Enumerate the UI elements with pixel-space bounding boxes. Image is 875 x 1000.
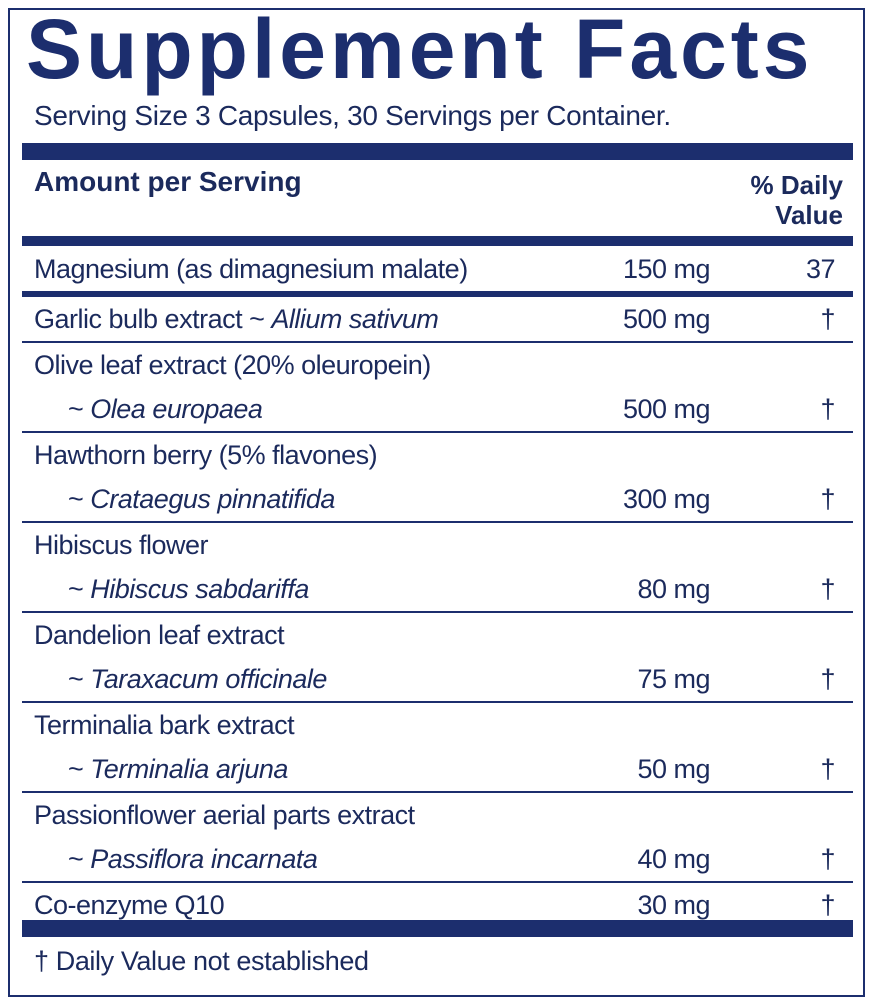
ingredient-dv: †: [820, 664, 835, 694]
header-divider: [22, 236, 853, 246]
bottom-divider: [22, 920, 853, 937]
amount-per-serving-header: Amount per Serving: [34, 166, 302, 197]
table-row: Passionflower aerial parts extract ~ Pas…: [22, 793, 853, 883]
ingredient-dv: †: [820, 574, 835, 604]
ingredient-amount: 500 mg: [622, 304, 711, 334]
table-row: Magnesium (as dimagnesium malate) 150 mg…: [22, 247, 853, 297]
table-row: Hibiscus flower ~ Hibiscus sabdariffa 80…: [22, 523, 853, 613]
ingredient-name: Hawthorn berry (5% flavones): [34, 440, 378, 470]
ingredient-latin: ~ Hibiscus sabdariffa: [68, 574, 309, 604]
ingredient-name: Magnesium (as dimagnesium malate): [34, 254, 468, 284]
ingredient-dv: †: [820, 890, 835, 920]
ingredient-amount: 300 mg: [622, 484, 711, 514]
ingredient-amount: 500 mg: [622, 394, 711, 424]
thick-divider: [22, 143, 853, 160]
ingredient-name: Passionflower aerial parts extract: [34, 800, 415, 830]
daily-value-line1: % Daily: [750, 170, 844, 200]
ingredient-name: Co-enzyme Q10: [34, 890, 225, 920]
table-row: Dandelion leaf extract ~ Taraxacum offic…: [22, 613, 853, 703]
table-row: Co-enzyme Q10 30 mg †: [22, 883, 853, 927]
ingredient-dv: 37: [805, 254, 836, 284]
table-row: Terminalia bark extract ~ Terminalia arj…: [22, 703, 853, 793]
ingredient-amount: 150 mg: [622, 254, 711, 284]
ingredient-latin: ~ Taraxacum officinale: [68, 664, 327, 694]
ingredient-name: Terminalia bark extract: [34, 710, 295, 740]
ingredient-amount: 40 mg: [637, 844, 710, 874]
ingredient-amount: 50 mg: [637, 754, 710, 784]
ingredient-name: Hibiscus flower: [34, 530, 209, 560]
ingredient-dv: †: [820, 394, 835, 424]
ingredient-table: Magnesium (as dimagnesium malate) 150 mg…: [22, 247, 853, 927]
daily-value-line2: Value: [775, 200, 843, 230]
ingredient-amount: 30 mg: [637, 890, 710, 920]
table-row: Garlic bulb extract ~ Allium sativum 500…: [22, 297, 853, 343]
table-row: Hawthorn berry (5% flavones) ~ Crataegus…: [22, 433, 853, 523]
ingredient-dv: †: [820, 844, 835, 874]
label-title: Supplement Facts: [26, 2, 814, 96]
ingredient-dv: †: [820, 304, 835, 334]
daily-value-header: % Daily Value: [751, 170, 844, 230]
table-row: Olive leaf extract (20% oleuropein) ~ Ol…: [22, 343, 853, 433]
ingredient-dv: †: [820, 754, 835, 784]
ingredient-dv: †: [820, 484, 835, 514]
ingredient-name: Garlic bulb extract ~ Allium sativum: [34, 304, 439, 334]
ingredient-name: Dandelion leaf extract: [34, 620, 285, 650]
ingredient-amount: 80 mg: [637, 574, 710, 604]
ingredient-latin: ~ Olea europaea: [68, 394, 263, 424]
ingredient-latin: ~ Passiflora incarnata: [68, 844, 318, 874]
ingredient-latin: ~ Terminalia arjuna: [68, 754, 288, 784]
footnote: † Daily Value not established: [34, 946, 369, 976]
label-frame: [8, 8, 865, 997]
ingredient-latin: ~ Crataegus pinnatifida: [68, 484, 335, 514]
serving-size: Serving Size 3 Capsules, 30 Servings per…: [34, 100, 671, 131]
ingredient-amount: 75 mg: [637, 664, 710, 694]
ingredient-name: Olive leaf extract (20% oleuropein): [34, 350, 431, 380]
